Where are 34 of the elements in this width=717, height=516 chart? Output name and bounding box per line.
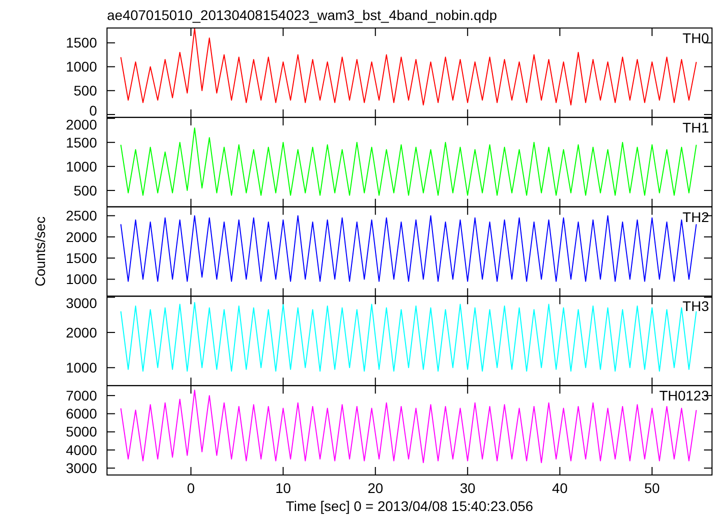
y-axis-title: Counts/sec [32,216,48,287]
y-tick-label: 1000 [66,58,98,75]
x-tick-label: 40 [552,480,568,496]
y-tick-label: 2000 [66,228,98,245]
y-tick-label: 1500 [66,134,98,150]
y-tick-label: 1000 [66,360,98,376]
y-tick-label: 4000 [66,442,98,458]
x-axis-title: Time [sec] 0 = 2013/04/08 15:40:23.056 [286,498,534,514]
chart-title: ae407015010_20130408154023_wam3_bst_4band_nobin.qdp [107,7,498,23]
y-tick-label: 3000 [66,295,98,312]
y-tick-label: 5000 [66,424,98,440]
x-tick-label: 10 [275,480,292,496]
y-tick-label: 2000 [66,324,98,340]
x-tick-label: 0 [187,480,196,496]
y-tick-label: 500 [74,82,98,99]
x-tick-label: 20 [368,480,384,496]
y-tick-label: 1500 [66,250,98,266]
x-tick-label: 50 [644,480,660,496]
series-label: TH0 [682,30,710,46]
series-label: TH0123 [659,388,710,404]
y-tick-label: 0 [89,102,98,118]
y-tick-label: 3000 [66,460,98,476]
y-tick-label: 1500 [66,34,98,51]
y-tick-label: 7000 [66,387,98,404]
y-tick-label: 6000 [66,406,98,422]
series-label: TH2 [682,208,710,225]
series-label: TH1 [682,119,710,136]
y-tick-label: 2000 [66,116,98,132]
y-tick-label: 1000 [66,158,98,174]
series-label: TH3 [682,298,710,314]
x-tick-label: 30 [460,480,476,496]
y-tick-label: 2500 [66,208,98,224]
y-tick-label: 500 [74,182,98,198]
y-tick-label: 1000 [66,271,98,288]
